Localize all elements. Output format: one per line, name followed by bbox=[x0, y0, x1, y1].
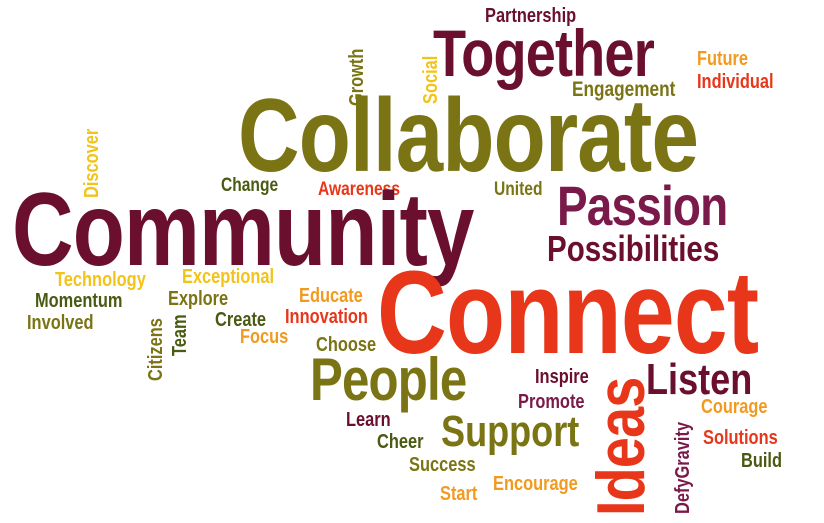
word-team: Team bbox=[169, 314, 191, 356]
word-success: Success bbox=[409, 454, 476, 476]
word-learn: Learn bbox=[346, 409, 391, 431]
word-engagement: Engagement bbox=[572, 78, 676, 101]
word-encourage: Encourage bbox=[493, 473, 578, 495]
word-exceptional: Exceptional bbox=[182, 266, 275, 288]
word-ideas: Ideas bbox=[583, 377, 659, 516]
word-start: Start bbox=[440, 483, 478, 505]
word-collaborate: Collaborate bbox=[238, 78, 699, 194]
word-choose: Choose bbox=[316, 334, 377, 356]
word-focus: Focus bbox=[240, 326, 289, 348]
word-technology: Technology bbox=[55, 269, 146, 291]
word-innovation: Innovation bbox=[285, 306, 368, 328]
word-possibilities: Possibilities bbox=[547, 228, 720, 269]
word-momentum: Momentum bbox=[35, 290, 123, 312]
word-together: Together bbox=[433, 16, 655, 90]
word-defygravity: DefyGravity bbox=[672, 421, 694, 514]
word-explore: Explore bbox=[168, 288, 229, 310]
word-inspire: Inspire bbox=[535, 366, 589, 388]
word-listen: Listen bbox=[646, 355, 753, 404]
word-individual: Individual bbox=[697, 71, 774, 93]
word-united: United bbox=[494, 179, 543, 200]
word-awareness: Awareness bbox=[318, 179, 400, 200]
word-community: Community bbox=[12, 172, 474, 288]
word-passion: Passion bbox=[557, 174, 728, 237]
word-involved: Involved bbox=[27, 312, 94, 334]
word-connect: Connect bbox=[377, 247, 759, 379]
word-promote: Promote bbox=[518, 391, 585, 413]
word-citizens: Citizens bbox=[145, 318, 167, 381]
word-cheer: Cheer bbox=[377, 431, 424, 453]
word-partnership: Partnership bbox=[485, 5, 577, 27]
word-create: Create bbox=[215, 309, 267, 331]
word-change: Change bbox=[221, 175, 279, 196]
word-solutions: Solutions bbox=[703, 427, 778, 449]
word-support: Support bbox=[441, 407, 580, 456]
word-people: People bbox=[310, 346, 467, 413]
word-courage: Courage bbox=[701, 396, 768, 418]
word-educate: Educate bbox=[299, 285, 363, 307]
word-build: Build bbox=[741, 450, 782, 472]
word-future: Future bbox=[697, 48, 749, 70]
